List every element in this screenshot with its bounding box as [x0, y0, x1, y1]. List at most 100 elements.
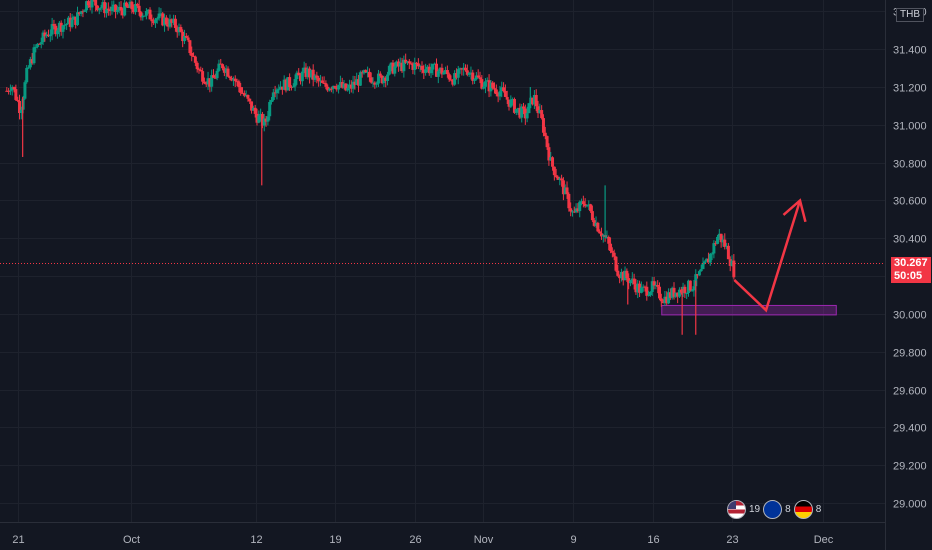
- x-tick-label: Dec: [814, 534, 834, 546]
- candle-body: [360, 72, 364, 74]
- candle-body: [639, 287, 643, 293]
- candle-body: [362, 70, 366, 74]
- candle-body: [224, 68, 228, 73]
- candle-body: [696, 274, 700, 276]
- de-flag-icon[interactable]: [793, 499, 813, 519]
- candle-body: [219, 63, 223, 65]
- candle-body: [703, 261, 707, 264]
- candle-body: [119, 6, 123, 11]
- candle-body: [85, 1, 89, 11]
- candle-body: [445, 70, 449, 75]
- candle-body: [347, 84, 351, 89]
- candle-body: [627, 278, 631, 284]
- candle-body: [141, 15, 145, 18]
- us-flag-icon[interactable]: [727, 499, 746, 519]
- candle-body: [228, 76, 232, 79]
- candle-body: [663, 296, 667, 304]
- candle-body: [433, 63, 437, 65]
- candle-body: [549, 157, 553, 161]
- candle-body: [164, 17, 168, 25]
- countdown-timer: 50:05: [894, 270, 923, 282]
- candle-body: [442, 72, 446, 75]
- candle-body: [271, 92, 275, 100]
- candle-body: [478, 77, 482, 80]
- event-count-de: 8: [814, 503, 823, 515]
- candle-body: [59, 22, 63, 32]
- y-tick-label: 29.800: [893, 348, 927, 360]
- candle-body: [83, 10, 87, 12]
- candle-body: [364, 70, 368, 73]
- candle-body: [25, 67, 29, 83]
- candle-body: [173, 18, 177, 28]
- y-tick-label: 30.000: [893, 310, 927, 322]
- candle-body: [308, 68, 312, 78]
- candle-body: [251, 107, 255, 111]
- eu-flag-icon[interactable]: [763, 499, 783, 519]
- candle-body: [315, 75, 319, 78]
- event-count-eu: 8: [784, 503, 792, 515]
- candle-body: [309, 69, 313, 78]
- candle-body: [39, 42, 43, 45]
- candle-body: [143, 15, 147, 17]
- candle-body: [382, 77, 386, 84]
- candle-body: [580, 201, 584, 203]
- candle-body: [396, 61, 400, 67]
- candle-body: [233, 78, 237, 82]
- x-tick-label: 16: [647, 534, 659, 546]
- economic-events-bar[interactable]: 19 8 8: [727, 499, 824, 519]
- candle-body: [503, 91, 507, 97]
- currency-badge[interactable]: THB: [896, 8, 924, 22]
- candle-body: [462, 67, 466, 70]
- candle-body: [235, 81, 239, 83]
- candle-body: [311, 69, 315, 80]
- candle-body: [90, 0, 94, 8]
- candle-body: [688, 280, 692, 291]
- x-tick-label: 23: [726, 534, 738, 546]
- candle-body: [7, 90, 11, 92]
- candle-body: [215, 70, 219, 79]
- candle-body: [623, 270, 627, 281]
- candle-body: [231, 78, 235, 81]
- candle-body: [14, 89, 18, 100]
- candle-body: [204, 83, 208, 85]
- candle-body: [654, 285, 658, 287]
- candle-body: [126, 6, 130, 8]
- candle-body: [670, 287, 674, 298]
- y-tick-label: 29.600: [893, 386, 927, 398]
- candle-body: [547, 147, 551, 161]
- candle-body: [480, 79, 484, 89]
- candle-body: [525, 113, 529, 119]
- candle-body: [248, 98, 252, 102]
- candle-body: [645, 286, 649, 296]
- candle-body: [153, 19, 157, 24]
- candle-body: [687, 280, 691, 293]
- candle-body: [424, 69, 428, 73]
- candle-body: [177, 27, 181, 33]
- candle-body: [563, 187, 567, 195]
- candle-body: [322, 82, 326, 84]
- candle-body: [464, 67, 468, 71]
- candle-body: [552, 166, 556, 176]
- candle-body: [46, 34, 50, 37]
- candle-body: [288, 77, 292, 87]
- candle-body: [375, 83, 379, 85]
- candle-body: [523, 108, 527, 119]
- candle-body: [551, 157, 555, 167]
- candle-body: [260, 113, 264, 126]
- candle-body: [378, 73, 382, 76]
- candle-body: [386, 74, 390, 82]
- projection-path: [733, 200, 802, 313]
- candle-body: [328, 88, 332, 91]
- candle-body: [710, 253, 714, 255]
- candle-body: [94, 0, 98, 6]
- candle-body: [106, 8, 110, 10]
- candle-body: [583, 204, 587, 207]
- x-tick-label: Oct: [123, 534, 140, 546]
- candle-body: [16, 99, 20, 101]
- candle-body: [146, 9, 150, 12]
- candle-body: [676, 292, 680, 297]
- chart-grid: [0, 0, 885, 522]
- candle-body: [297, 72, 301, 76]
- candle-body: [338, 82, 342, 86]
